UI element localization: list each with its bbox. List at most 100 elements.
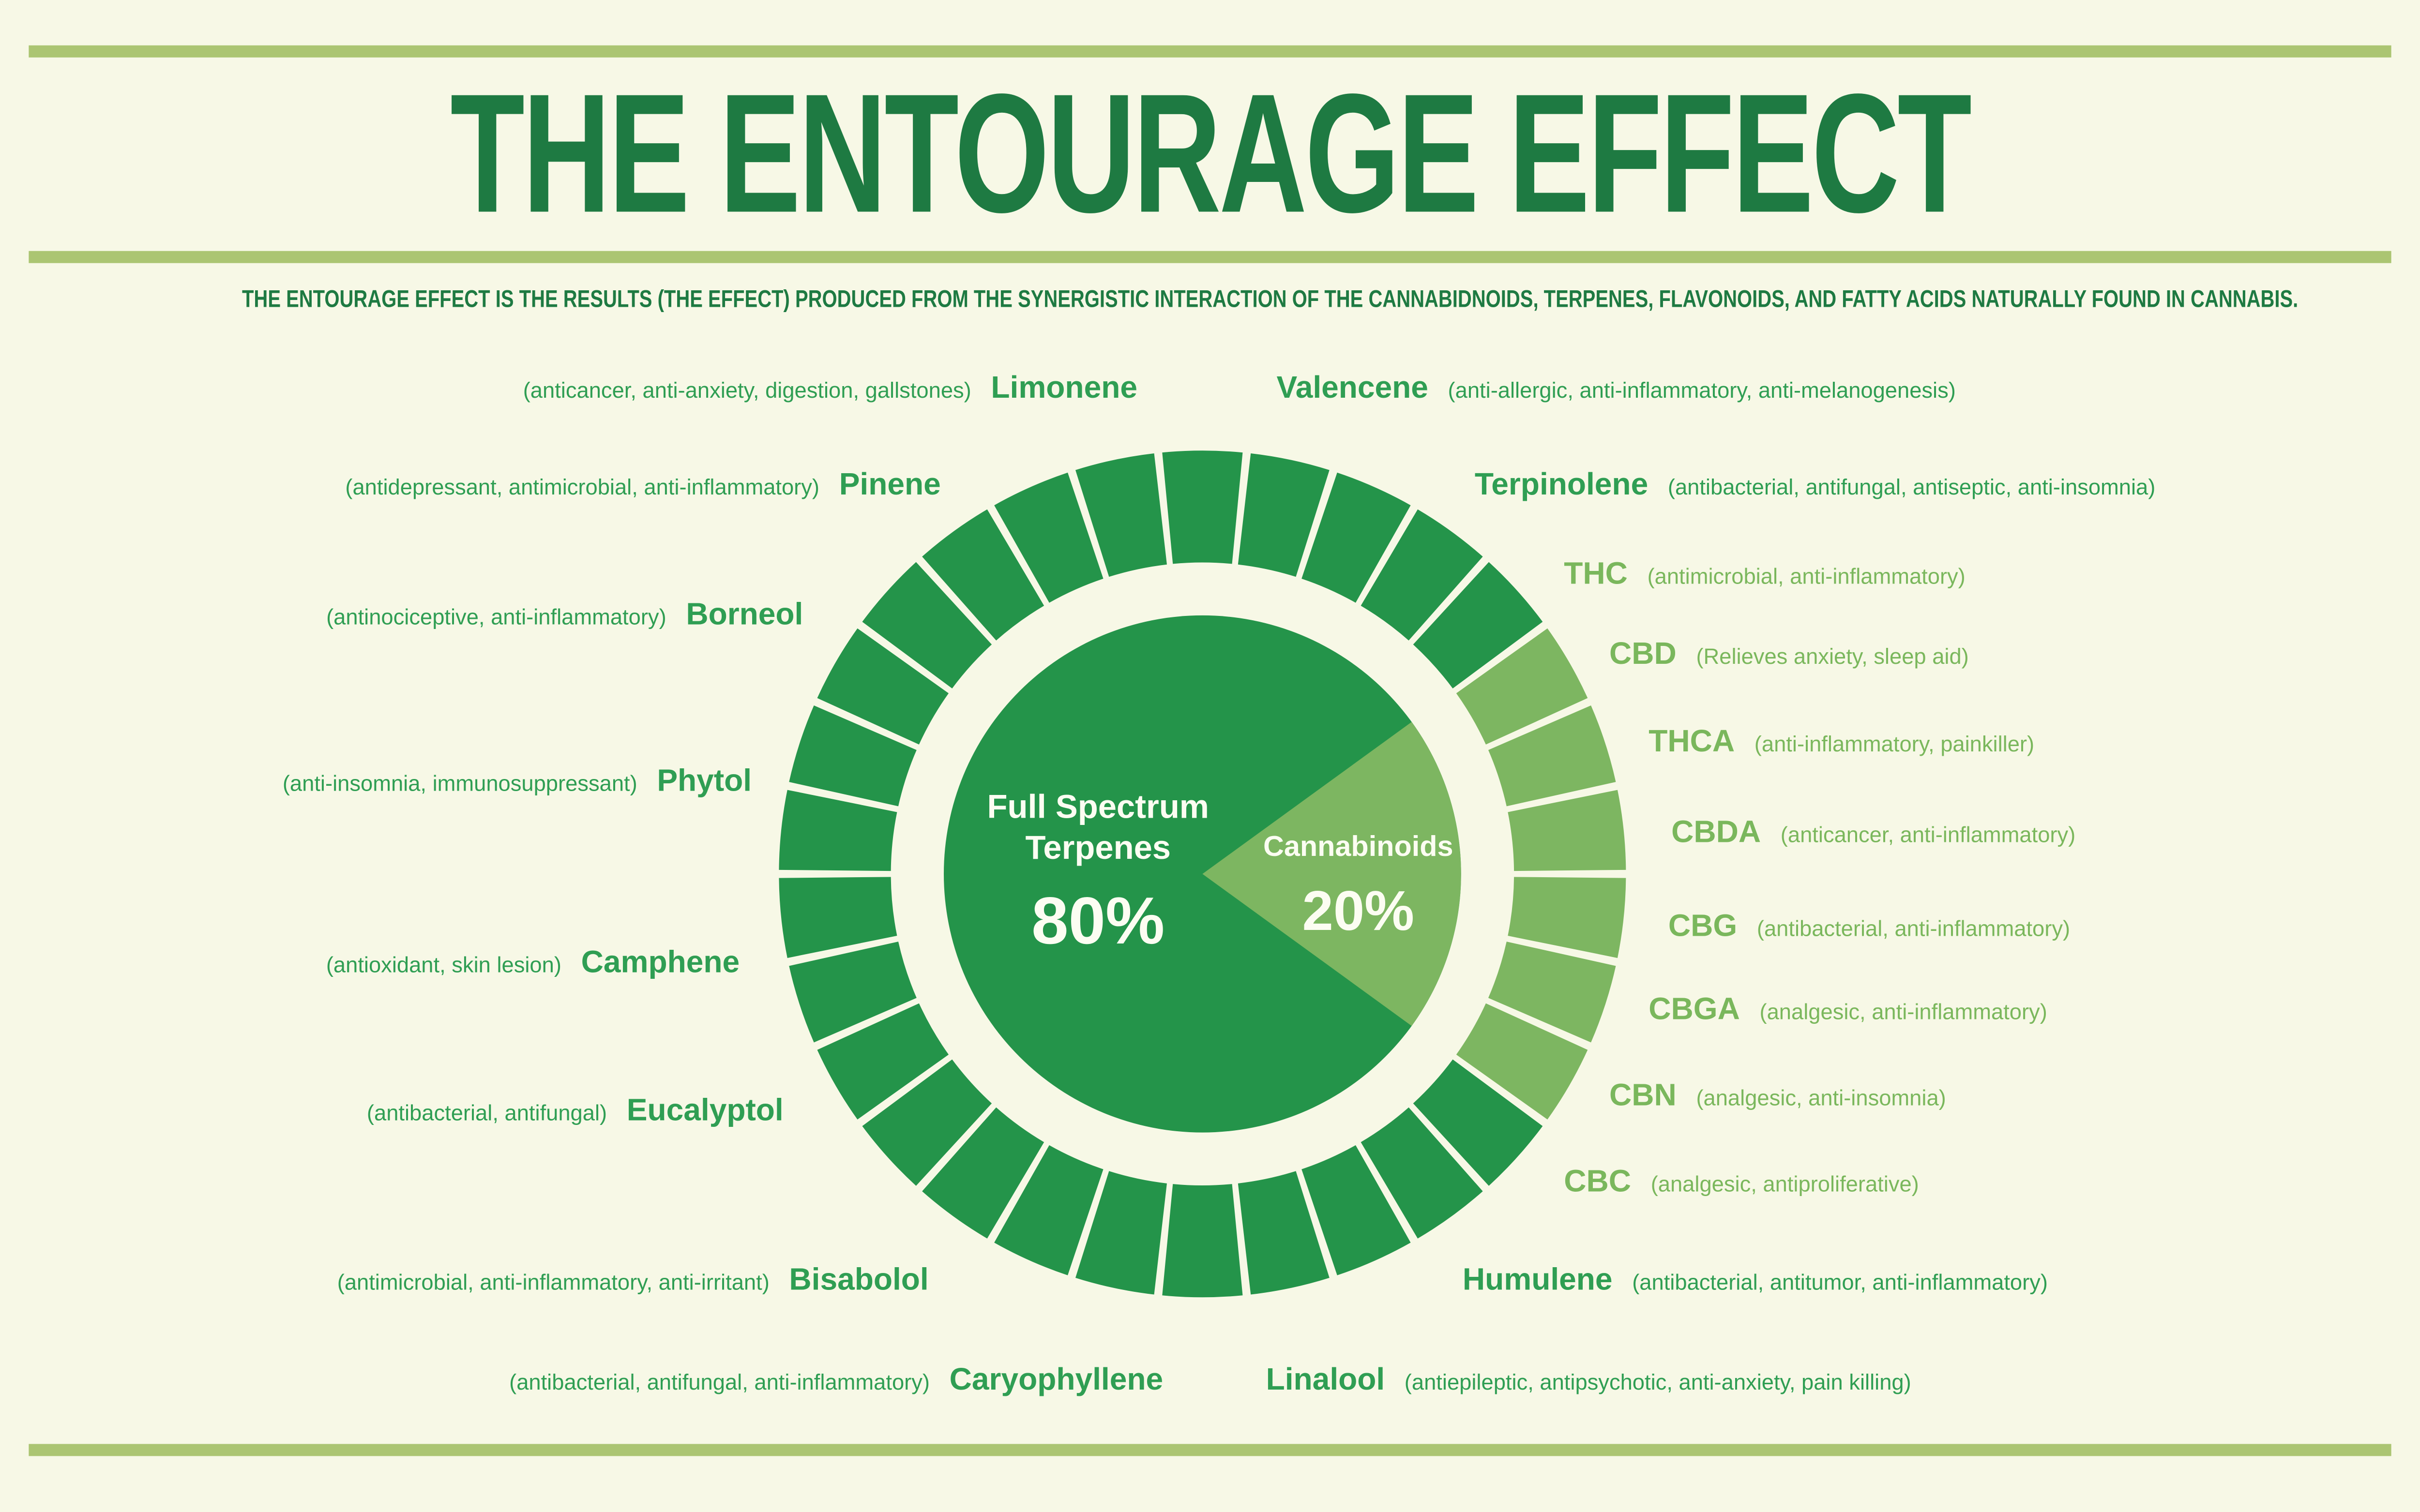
bottom-accent-bar: [29, 1444, 2391, 1456]
cannabinoid-row-cbd: CBD (Relieves anxiety, sleep aid): [1609, 637, 1969, 673]
ring-segment-terpene: [994, 1145, 1104, 1275]
terpene-name: Eucalyptol: [626, 1093, 784, 1128]
ring-segment-cannabinoid: [1508, 790, 1626, 871]
ring-segment-cannabinoid: [1488, 942, 1616, 1043]
ring-segment-terpene: [817, 1003, 949, 1120]
terpene-effects: (antibacterial, antifungal): [366, 1102, 607, 1127]
terpenes-percentage: 80%: [1031, 884, 1165, 959]
terpene-name: Linalool: [1266, 1362, 1385, 1397]
cannabinoid-row-cbc: CBC (analgesic, antiproliferative): [1564, 1164, 1919, 1200]
terpene-effects: (antibacterial, antifungal, anti-inflamm…: [509, 1371, 930, 1396]
cannabinoid-name: CBC: [1564, 1164, 1632, 1199]
terpene-name: Terpinolene: [1474, 467, 1649, 502]
terpene-effects: (antioxidant, skin lesion): [326, 954, 561, 978]
terpene-effects: (antinociceptive, anti-inflammatory): [326, 606, 666, 631]
ring-segment-terpene: [1413, 562, 1543, 689]
cannabinoid-name: CBGA: [1649, 992, 1740, 1027]
terpene-name: Bisabolol: [789, 1262, 929, 1298]
terpenes-slice-label: Full Spectrum Terpenes 80%: [987, 786, 1209, 956]
terpene-row-phytol: (anti-insomnia, immunosuppressant) Phyto…: [283, 763, 752, 800]
top-accent-bar: [29, 45, 2391, 58]
terpene-name: Camphene: [581, 945, 740, 980]
terpene-row-pinene: (antidepressant, antimicrobial, anti-inf…: [345, 467, 940, 504]
ring-segment-terpene: [862, 562, 992, 689]
ring-segment-terpene: [1361, 1107, 1483, 1239]
cannabinoid-name: CBG: [1668, 909, 1738, 943]
cannabinoids-slice: [1202, 722, 1461, 1026]
terpene-effects: (anti-allergic, anti-inflammatory, anti-…: [1448, 379, 1956, 404]
cannabinoids-percentage: 20%: [1302, 880, 1414, 942]
ring-segment-terpene: [862, 1059, 992, 1186]
ring-segment-terpene: [1238, 453, 1330, 577]
terpene-row-humulene: Humulene (antibacterial, antitumor, anti…: [1463, 1262, 2048, 1299]
terpene-row-limonene: (anticancer, anti-anxiety, digestion, ga…: [523, 371, 1137, 407]
cannabinoid-name: THC: [1564, 556, 1628, 591]
terpene-row-linalool: Linalool (antiepileptic, antipsychotic, …: [1266, 1362, 1911, 1399]
cannabinoid-row-cbga: CBGA (analgesic, anti-inflammatory): [1649, 992, 2047, 1028]
cannabinoid-row-cbn: CBN (analgesic, anti-insomnia): [1609, 1078, 1946, 1114]
terpene-row-caryophyllene: (antibacterial, antifungal, anti-inflamm…: [509, 1362, 1163, 1399]
ring-segment-terpene: [994, 472, 1104, 603]
ring-segment-terpene: [817, 628, 949, 745]
terpene-effects: (anticancer, anti-anxiety, digestion, ga…: [523, 379, 971, 404]
terpene-effects: (antibacterial, antifungal, antiseptic, …: [1667, 476, 2156, 501]
terpene-effects: (antibacterial, antitumor, anti-inflamma…: [1632, 1272, 2048, 1296]
page-title: THE ENTOURAGE EFFECT: [450, 59, 1972, 248]
terpene-row-camphene: (antioxidant, skin lesion) Camphene: [326, 945, 740, 981]
ring-segment-cannabinoid: [1508, 877, 1626, 958]
cannabinoid-row-cbg: CBG (antibacterial, anti-inflammatory): [1668, 909, 2070, 945]
terpene-row-terpinolene: Terpinolene (antibacterial, antifungal, …: [1475, 467, 2155, 504]
cannabinoid-effects: (analgesic, anti-insomnia): [1696, 1087, 1946, 1111]
terpene-row-eucalyptol: (antibacterial, antifungal) Eucalyptol: [367, 1093, 784, 1129]
terpene-name: Humulene: [1462, 1262, 1613, 1298]
terpene-name: Valencene: [1276, 370, 1428, 405]
ring-segment-terpene: [1301, 472, 1411, 603]
cannabinoids-slice-label: Cannabinoids 20%: [1263, 830, 1453, 939]
ring-segment-terpene: [1075, 453, 1167, 577]
ring-segment-terpene: [1162, 1184, 1243, 1298]
ring-segment-terpene: [779, 877, 897, 958]
subtitle: THE ENTOURAGE EFFECT IS THE RESULTS (THE…: [242, 287, 2299, 313]
cannabinoids-label: Cannabinoids: [1263, 831, 1453, 864]
ring-segment-terpene: [1301, 1145, 1411, 1275]
terpene-name: Pinene: [839, 467, 941, 502]
ring-segment-terpene: [1075, 1171, 1167, 1295]
terpene-name: Borneol: [686, 597, 803, 632]
terpene-name: Limonene: [991, 370, 1137, 405]
ring-segment-terpene: [922, 1107, 1044, 1239]
cannabinoid-name: CBD: [1609, 636, 1677, 672]
ring-segment-terpene: [1361, 509, 1483, 641]
cannabinoid-effects: (anticancer, anti-inflammatory): [1780, 824, 2076, 849]
cannabinoid-row-cbda: CBDA (anticancer, anti-inflammatory): [1671, 815, 2075, 851]
cannabinoid-effects: (Relieves anxiety, sleep aid): [1696, 645, 1969, 670]
cannabinoid-name: THCA: [1649, 724, 1735, 759]
cannabinoid-name: CBN: [1609, 1078, 1677, 1113]
terpene-row-bisabolol: (antimicrobial, anti-inflammatory, anti-…: [337, 1262, 929, 1299]
terpene-row-borneol: (antinociceptive, anti-inflammatory) Bor…: [326, 597, 803, 633]
cannabinoid-row-thca: THCA (anti-inflammatory, painkiller): [1649, 724, 2034, 761]
ring-segment-terpene: [1413, 1059, 1543, 1186]
terpene-effects: (anti-insomnia, immunosuppressant): [282, 772, 637, 797]
ring-segment-terpene: [789, 942, 917, 1043]
cannabinoid-effects: (antimicrobial, anti-inflammatory): [1647, 565, 1966, 590]
cannabinoid-effects: (analgesic, anti-inflammatory): [1759, 1001, 2047, 1025]
ring-segment-terpene: [1238, 1171, 1330, 1295]
ring-segment-terpene: [789, 705, 917, 807]
terpene-name: Phytol: [657, 763, 752, 798]
cannabinoid-effects: (anti-inflammatory, painkiller): [1754, 733, 2035, 758]
cannabinoid-name: CBDA: [1671, 815, 1761, 850]
ring-segment-terpene: [779, 790, 897, 871]
cannabinoid-effects: (analgesic, antiproliferative): [1650, 1173, 1919, 1198]
ring-segment-cannabinoid: [1456, 1003, 1588, 1120]
terpene-name: Caryophyllene: [949, 1362, 1164, 1397]
cannabinoid-row-thc: THC (antimicrobial, anti-inflammatory): [1564, 556, 1966, 593]
ring-segment-terpene: [1162, 450, 1243, 564]
terpene-effects: (antiepileptic, antipsychotic, anti-anxi…: [1404, 1371, 1911, 1396]
under-title-accent-bar: [29, 251, 2391, 263]
terpene-row-valencene: Valencene (anti-allergic, anti-inflammat…: [1277, 371, 1956, 407]
ring-segment-cannabinoid: [1456, 628, 1588, 745]
ring-segment-cannabinoid: [1488, 705, 1616, 807]
cannabinoid-effects: (antibacterial, anti-inflammatory): [1756, 917, 2071, 942]
